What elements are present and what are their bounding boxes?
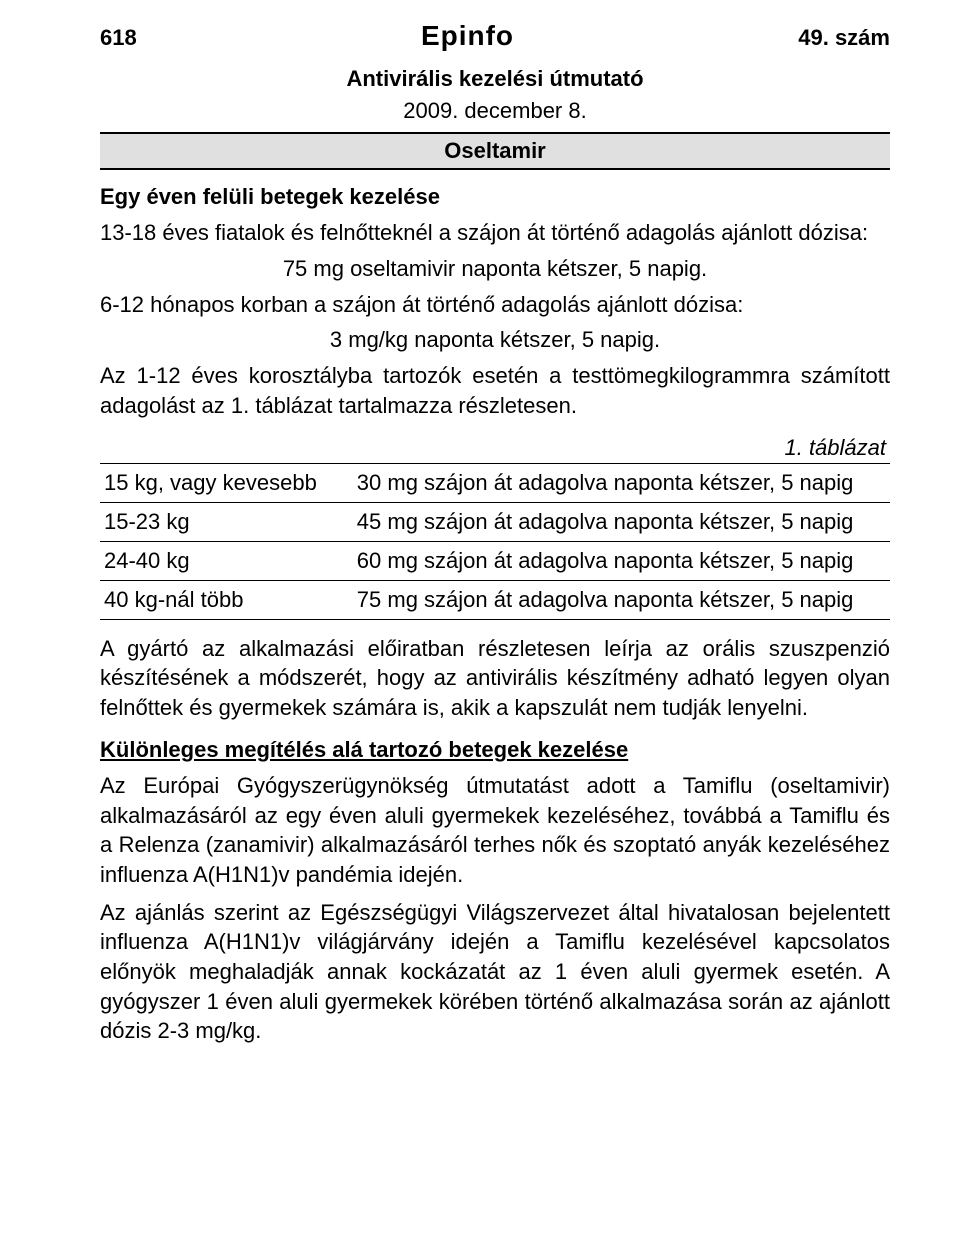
- page-header: 618 Epinfo 49. szám: [100, 20, 890, 52]
- suspension-paragraph: A gyártó az alkalmazási előiratban részl…: [100, 634, 890, 723]
- special-paragraph-2: Az ajánlás szerint az Egészségügyi Világ…: [100, 898, 890, 1046]
- document-date: 2009. december 8.: [100, 98, 890, 124]
- issue-number: 49. szám: [798, 25, 890, 51]
- table-row: 15 kg, vagy kevesebb 30 mg szájon át ada…: [100, 463, 890, 502]
- weight-cell: 24-40 kg: [100, 541, 353, 580]
- document-page: 618 Epinfo 49. szám Antivirális kezelési…: [0, 0, 960, 1253]
- weight-cell: 15-23 kg: [100, 502, 353, 541]
- dose-cell: 75 mg szájon át adagolva naponta kétszer…: [353, 580, 890, 619]
- document-title: Antivirális kezelési útmutató: [100, 66, 890, 92]
- dosing-intro-2: 6-12 hónapos korban a szájon át történő …: [100, 290, 890, 320]
- dosing-table: 15 kg, vagy kevesebb 30 mg szájon át ada…: [100, 463, 890, 620]
- page-number: 618: [100, 25, 137, 51]
- dose-cell: 60 mg szájon át adagolva naponta kétszer…: [353, 541, 890, 580]
- table-row: 24-40 kg 60 mg szájon át adagolva napont…: [100, 541, 890, 580]
- weight-cell: 15 kg, vagy kevesebb: [100, 463, 353, 502]
- section-heading-special: Különleges megítélés alá tartozó betegek…: [100, 737, 890, 763]
- dosing-table-reference: Az 1-12 éves korosztályba tartozók eseté…: [100, 361, 890, 420]
- weight-cell: 40 kg-nál több: [100, 580, 353, 619]
- section-heading-over1: Egy éven felüli betegek kezelése: [100, 184, 890, 210]
- dose-cell: 30 mg szájon át adagolva naponta kétszer…: [353, 463, 890, 502]
- drug-banner: Oseltamir: [100, 132, 890, 170]
- dosing-value-1: 75 mg oseltamivir naponta kétszer, 5 nap…: [100, 256, 890, 282]
- table-row: 15-23 kg 45 mg szájon át adagolva napont…: [100, 502, 890, 541]
- brand-logo: Epinfo: [421, 20, 514, 52]
- dose-cell: 45 mg szájon át adagolva naponta kétszer…: [353, 502, 890, 541]
- dosing-intro-1: 13-18 éves fiatalok és felnőtteknél a sz…: [100, 218, 890, 248]
- table-1-label: 1. táblázat: [100, 435, 890, 461]
- dosing-value-2: 3 mg/kg naponta kétszer, 5 napig.: [100, 327, 890, 353]
- table-row: 40 kg-nál több 75 mg szájon át adagolva …: [100, 580, 890, 619]
- special-paragraph-1: Az Európai Gyógyszerügynökség útmutatást…: [100, 771, 890, 890]
